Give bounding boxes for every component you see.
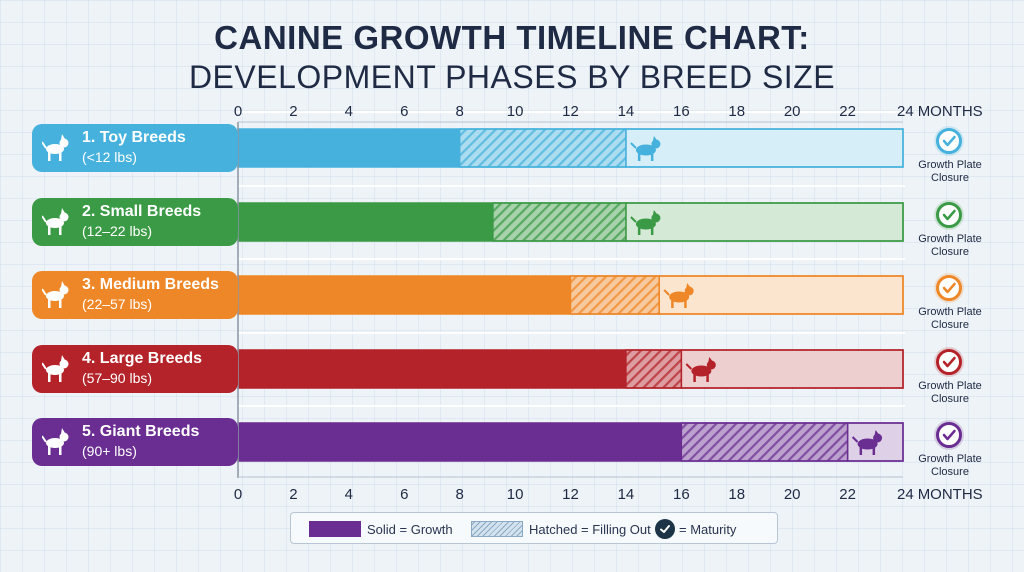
checkmark-icon: [942, 209, 956, 221]
x-tick-label-bottom: 16: [673, 486, 690, 503]
row-label: 4. Large Breeds (57–90 lbs): [32, 345, 238, 393]
dog-silhouette-icon: [630, 136, 661, 161]
growth-plate-closure-label: Growth Plate Closure: [918, 306, 982, 331]
dog-silhouette-icon: [663, 283, 694, 308]
x-tick-label-top: 22: [839, 103, 856, 120]
row-label-range: (22–57 lbs): [82, 296, 153, 312]
dog-icon: [42, 428, 69, 455]
bar-maturity: [680, 349, 904, 389]
x-tick-label-bottom: 4: [345, 486, 353, 503]
row-label-name: 1. Toy Breeds: [82, 129, 186, 146]
x-tick-label-top: 18: [728, 103, 745, 120]
row-label-range: (57–90 lbs): [82, 370, 153, 386]
bar-growth: [238, 276, 571, 314]
checkmark-icon: [942, 135, 956, 147]
growth-plate-closure-label: Growth Plate Closure: [918, 380, 982, 405]
legend-swatch-solid: [309, 521, 361, 537]
legend: Solid = Growth Hatched = Filling Out = M…: [290, 512, 778, 544]
bar-maturity: [658, 275, 904, 315]
bar-maturity: [625, 202, 904, 242]
x-tick-label-bottom: 14: [618, 486, 635, 503]
checkmark-badge-icon: [936, 349, 962, 375]
legend-label-filling-out: Hatched = Filling Out: [529, 521, 651, 537]
bar-filling-out: [458, 128, 627, 168]
bar-maturity: [625, 128, 904, 168]
dog-icon: [42, 134, 69, 161]
x-tick-label-top: 0: [234, 103, 242, 120]
chart-title-block: CANINE GROWTH TIMELINE CHART: DEVELOPMEN…: [0, 18, 1024, 96]
x-tick-label-bottom: 24 MONTHS: [897, 486, 983, 503]
row-label: 5. Giant Breeds (90+ lbs): [32, 418, 238, 466]
dog-silhouette-icon: [685, 357, 716, 382]
row-label: 1. Toy Breeds (<12 lbs): [32, 124, 238, 172]
checkmark-icon: [942, 356, 956, 368]
bar-filling-out: [680, 422, 849, 462]
legend-label-maturity: = Maturity: [679, 521, 737, 537]
x-tick-label-top: 2: [289, 103, 297, 120]
x-tick-label-top: 12: [562, 103, 579, 120]
row-label-name: 5. Giant Breeds: [82, 423, 200, 440]
checkmark-badge-icon: [936, 202, 962, 228]
checkmark-icon: [942, 429, 956, 441]
x-tick-label-bottom: 2: [289, 486, 297, 503]
x-tick-label-bottom: 22: [839, 486, 856, 503]
x-tick-label-top: 20: [784, 103, 801, 120]
x-tick-label-top: 16: [673, 103, 690, 120]
bar-filling-out: [492, 202, 627, 242]
legend-item-growth: Solid = Growth: [309, 519, 453, 539]
row-label-name: 4. Large Breeds: [82, 350, 203, 367]
x-tick-label-top: 8: [455, 103, 463, 120]
row-label: 3. Medium Breeds (22–57 lbs): [32, 271, 238, 319]
checkmark-badge-icon: [936, 128, 962, 154]
row-label-range: (90+ lbs): [82, 443, 137, 459]
x-tick-label-bottom: 18: [728, 486, 745, 503]
growth-plate-closure-label: Growth Plate Closure: [918, 233, 982, 258]
dog-icon: [42, 281, 69, 308]
x-unit-label-bottom: MONTHS: [918, 486, 983, 503]
dog-icon: [42, 208, 69, 235]
legend-item-filling-out: Hatched = Filling Out: [471, 519, 651, 539]
chart-subtitle: DEVELOPMENT PHASES BY BREED SIZE: [188, 59, 836, 95]
bar-growth: [238, 350, 626, 388]
legend-swatch-hatched: [471, 521, 523, 537]
x-tick-label-bottom: 20: [784, 486, 801, 503]
x-tick-label-bottom: 6: [400, 486, 408, 503]
growth-plate-closure-label: Growth Plate Closure: [918, 453, 982, 478]
x-tick-label-top: 14: [618, 103, 635, 120]
legend-label-growth: Solid = Growth: [367, 521, 453, 537]
row-label-range: (<12 lbs): [82, 149, 137, 165]
row-label-name: 3. Medium Breeds: [82, 276, 219, 293]
dog-icon: [42, 355, 69, 382]
bar-filling-out: [569, 275, 660, 315]
x-tick-label-top: 6: [400, 103, 408, 120]
x-tick-label-bottom: 10: [507, 486, 524, 503]
row-label: 2. Small Breeds (12–22 lbs): [32, 198, 238, 246]
legend-item-maturity: = Maturity: [655, 519, 736, 539]
chart-title: CANINE GROWTH TIMELINE CHART:: [214, 19, 810, 56]
row-label-range: (12–22 lbs): [82, 223, 153, 239]
dog-silhouette-icon: [630, 210, 661, 235]
checkmark-icon: [942, 282, 956, 294]
dog-silhouette-icon: [851, 430, 883, 455]
x-tick-label-bottom: 8: [455, 486, 463, 503]
x-tick-label-top: 24 MONTHS: [897, 103, 983, 120]
x-tick-label-top: 10: [507, 103, 524, 120]
bar-growth: [238, 423, 682, 461]
x-tick-label-bottom: 12: [562, 486, 579, 503]
x-tick-label-top: 4: [345, 103, 353, 120]
x-unit-label-top: MONTHS: [918, 103, 983, 120]
checkmark-badge-icon: [936, 275, 962, 301]
bar-filling-out: [625, 349, 683, 389]
x-tick-label-bottom: 0: [234, 486, 242, 503]
check-badge-icon: [655, 519, 675, 539]
row-label-name: 2. Small Breeds: [82, 203, 202, 220]
bar-growth: [238, 129, 460, 167]
growth-plate-closure-label: Growth Plate Closure: [918, 159, 982, 184]
checkmark-badge-icon: [936, 422, 962, 448]
bar-growth: [238, 203, 493, 241]
